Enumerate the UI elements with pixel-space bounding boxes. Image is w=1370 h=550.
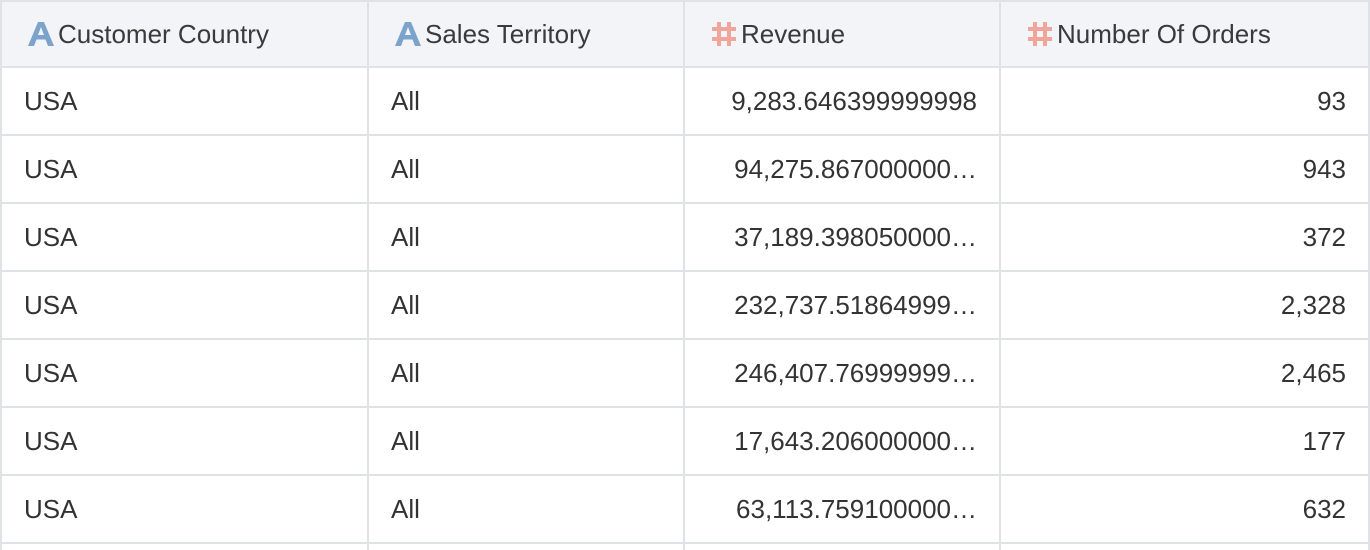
- text-type-icon: [26, 19, 56, 49]
- table-row[interactable]: USA All 63,113.759100000… 632: [0, 476, 1370, 544]
- revenue-value: 246,407.76999999…: [734, 357, 977, 388]
- cell-sales-territory[interactable]: All: [369, 204, 685, 270]
- cell-sales-territory[interactable]: All: [369, 68, 685, 134]
- revenue-value: 63,113.759100000…: [736, 493, 977, 524]
- cell-revenue[interactable]: 9,283.646399999998: [685, 68, 1001, 134]
- cell-number-of-orders[interactable]: 372: [1001, 204, 1370, 270]
- cell-number-of-orders[interactable]: 93: [1001, 68, 1370, 134]
- table-row[interactable]: [0, 544, 1370, 550]
- cell-revenue[interactable]: 17,643.206000000…: [685, 408, 1001, 474]
- cell-customer-country[interactable]: USA: [0, 340, 369, 406]
- number-type-icon: [709, 19, 739, 49]
- cell-revenue[interactable]: [685, 544, 1001, 550]
- cell-customer-country[interactable]: USA: [0, 136, 369, 202]
- cell-revenue[interactable]: 232,737.51864999…: [685, 272, 1001, 338]
- cell-customer-country[interactable]: USA: [0, 272, 369, 338]
- cell-number-of-orders[interactable]: 2,328: [1001, 272, 1370, 338]
- cell-customer-country[interactable]: [0, 544, 369, 550]
- cell-sales-territory[interactable]: [369, 544, 685, 550]
- cell-number-of-orders[interactable]: 177: [1001, 408, 1370, 474]
- cell-sales-territory[interactable]: All: [369, 272, 685, 338]
- cell-customer-country[interactable]: USA: [0, 408, 369, 474]
- table-row[interactable]: USA All 94,275.867000000… 943: [0, 136, 1370, 204]
- revenue-value: 232,737.51864999…: [734, 289, 977, 320]
- cell-number-of-orders[interactable]: 943: [1001, 136, 1370, 202]
- text-type-icon: [393, 19, 423, 49]
- cell-sales-territory[interactable]: All: [369, 136, 685, 202]
- cell-number-of-orders[interactable]: 632: [1001, 476, 1370, 542]
- column-header-number-of-orders[interactable]: Number Of Orders: [1001, 2, 1370, 66]
- revenue-value: 37,189.398050000…: [734, 221, 977, 252]
- cell-sales-territory[interactable]: All: [369, 408, 685, 474]
- table-header-row: Customer Country Sales Territory Revenue: [0, 0, 1370, 68]
- revenue-value: 94,275.867000000…: [734, 153, 977, 184]
- cell-number-of-orders[interactable]: [1001, 544, 1370, 550]
- column-label: Customer Country: [58, 18, 269, 49]
- table-row[interactable]: USA All 17,643.206000000… 177: [0, 408, 1370, 476]
- column-label: Number Of Orders: [1057, 18, 1271, 49]
- column-label: Sales Territory: [425, 18, 591, 49]
- revenue-value: 17,643.206000000…: [734, 425, 977, 456]
- table-row[interactable]: USA All 9,283.646399999998 93: [0, 68, 1370, 136]
- cell-revenue[interactable]: 246,407.76999999…: [685, 340, 1001, 406]
- column-header-sales-territory[interactable]: Sales Territory: [369, 2, 685, 66]
- column-header-revenue[interactable]: Revenue: [685, 2, 1001, 66]
- table-row[interactable]: USA All 37,189.398050000… 372: [0, 204, 1370, 272]
- cell-sales-territory[interactable]: All: [369, 476, 685, 542]
- cell-number-of-orders[interactable]: 2,465: [1001, 340, 1370, 406]
- table-row[interactable]: USA All 246,407.76999999… 2,465: [0, 340, 1370, 408]
- cell-customer-country[interactable]: USA: [0, 476, 369, 542]
- cell-customer-country[interactable]: USA: [0, 204, 369, 270]
- table-row[interactable]: USA All 232,737.51864999… 2,328: [0, 272, 1370, 340]
- cell-revenue[interactable]: 63,113.759100000…: [685, 476, 1001, 542]
- cell-revenue[interactable]: 94,275.867000000…: [685, 136, 1001, 202]
- column-header-customer-country[interactable]: Customer Country: [0, 2, 369, 66]
- revenue-value: 9,283.646399999998: [731, 85, 977, 116]
- column-label: Revenue: [741, 18, 846, 49]
- number-type-icon: [1025, 19, 1055, 49]
- cell-sales-territory[interactable]: All: [369, 340, 685, 406]
- cell-revenue[interactable]: 37,189.398050000…: [685, 204, 1001, 270]
- cell-customer-country[interactable]: USA: [0, 68, 369, 134]
